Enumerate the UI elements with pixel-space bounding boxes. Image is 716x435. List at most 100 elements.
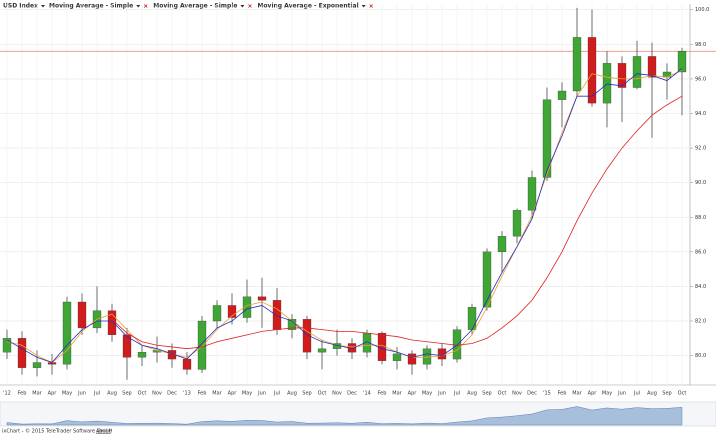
candle-body [272,300,282,330]
navigator-area [6,406,683,426]
x-tick-label: Sep [302,391,311,397]
x-tick-label: '12 [3,391,11,397]
candle-body [137,351,147,358]
dropdown-icon [240,5,245,8]
x-tick-label: Sep [482,391,491,397]
x-tick-label: Aug [647,391,657,397]
candle-body [302,319,312,353]
x-tick-label: May [62,391,72,397]
x-tick-label: May [422,391,432,397]
candle-body [62,301,72,365]
x-tick-label: '13 [183,391,191,397]
candle-body [587,37,597,104]
x-tick-label: Oct [138,391,147,397]
x-tick-label: Mar [212,391,222,397]
candle-body [677,51,687,73]
x-tick-label: '14 [363,391,371,397]
x-tick-label: Feb [198,391,207,397]
dropdown-icon [136,5,141,8]
x-tick-label: Dec [527,391,537,397]
x-tick-label: Sep [122,391,131,397]
plot-area: 80.0 82.0 84.0 86.0 88.0 90.0 92.0 94.0 96.0 98.0… [0,4,716,397]
candle-body [317,348,327,353]
x-tick-label: May [602,391,612,397]
x-tick-label: Mar [572,391,582,397]
x-tick-label: Feb [378,391,387,397]
about-link[interactable]: About [96,429,111,435]
x-tick-label: Dec [167,391,177,397]
candle-body [527,177,537,211]
candle-body [602,63,612,104]
x-tick-label: Aug [107,391,117,397]
legend-label[interactable]: USD Index [3,3,38,10]
y-tick-label: 90.0 [695,180,706,186]
x-tick-label: Mar [392,391,402,397]
candle-body [647,56,657,78]
dropdown-icon [41,5,46,8]
dropdown-icon [361,5,366,8]
y-tick-label: 94.0 [695,111,706,117]
x-tick-label: Jul [273,391,280,397]
ma-line [111,95,683,350]
x-tick-label: Jun [257,391,266,397]
close-icon [369,4,373,8]
candle-body [632,56,642,88]
y-tick-label: 98.0 [695,42,706,48]
y-tick-label: 92.0 [695,146,706,152]
x-tick-label: Nov [332,391,342,397]
candle-body [257,296,267,301]
x-tick-label: Oct [678,391,687,397]
candle-body [122,334,132,358]
x-tick-label: May [242,391,252,397]
legend-label[interactable]: Moving Average - Simple [49,3,133,10]
x-tick-label: Oct [318,391,327,397]
x-tick-label: '15 [543,391,551,397]
x-tick-label: Jun [437,391,446,397]
candle-body [422,348,432,365]
candle-body [392,353,402,361]
x-tick-label: Feb [18,391,27,397]
candle-body [227,305,237,318]
candle-body [197,320,207,370]
candle-body [17,338,27,368]
candle-body [407,353,417,365]
x-tick-label: Feb [558,391,567,397]
copyright: ixChart - © 2015 TeleTrader Software Gmb… [2,428,113,435]
close-icon [248,4,252,8]
candle-body [542,99,552,178]
ma-line [6,68,683,363]
candle-body [467,307,477,330]
y-tick-label: 88.0 [695,215,706,221]
y-tick-label: 80.0 [695,353,706,359]
x-tick-label: Nov [512,391,522,397]
candle-body [662,71,672,78]
x-tick-label: Mar [32,391,42,397]
legend-label[interactable]: Moving Average - Simple [153,3,237,10]
x-tick-label: Apr [228,391,238,397]
close-icon [143,4,148,8]
y-tick-label: 86.0 [695,249,706,255]
candle-body [497,236,507,252]
x-tick-label: Jun [77,391,86,397]
x-tick-label: Jun [617,391,626,397]
candle-body [32,362,42,368]
x-tick-label: Apr [48,391,58,397]
legend: USD Index Moving Average - Simple Moving A… [3,3,373,10]
candle-body [242,296,252,318]
candle-body [617,63,627,88]
legend-label[interactable]: Moving Average - Exponential [257,3,358,10]
y-tick-label: 100.0 [695,7,709,13]
candle-body [557,90,567,100]
y-tick-label: 84.0 [695,284,706,290]
x-tick-label: Aug [287,391,297,397]
y-tick-label: 82.0 [695,319,706,325]
candle-body [77,301,87,329]
ma-line [6,69,683,363]
x-tick-label: Nov [152,391,162,397]
candle-body [212,305,222,322]
x-tick-label: Jul [453,391,460,397]
y-tick-label: 96.0 [695,76,706,82]
candle-body [482,251,492,308]
x-tick-label: Apr [588,391,598,397]
